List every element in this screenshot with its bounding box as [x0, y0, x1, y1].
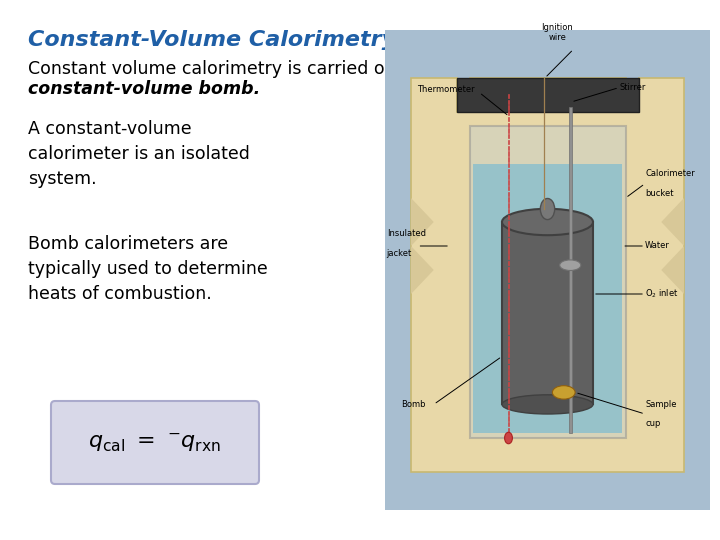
- Text: Thermometer: Thermometer: [418, 85, 475, 94]
- Text: Water: Water: [645, 241, 670, 251]
- Text: Insulated: Insulated: [387, 230, 426, 239]
- Text: A constant-volume
calorimeter is an isolated
system.: A constant-volume calorimeter is an isol…: [28, 120, 250, 188]
- Bar: [502, 222, 593, 404]
- Polygon shape: [469, 126, 626, 438]
- Polygon shape: [411, 78, 684, 471]
- Ellipse shape: [559, 260, 581, 271]
- Polygon shape: [661, 198, 684, 471]
- Text: Bomb calorimeters are
typically used to determine
heats of combustion.: Bomb calorimeters are typically used to …: [28, 235, 268, 303]
- Text: cup: cup: [645, 419, 660, 428]
- Ellipse shape: [502, 395, 593, 414]
- Text: jacket: jacket: [387, 249, 412, 258]
- Polygon shape: [473, 164, 622, 433]
- Polygon shape: [411, 198, 433, 471]
- Text: O$_2$ inlet: O$_2$ inlet: [645, 288, 678, 300]
- Text: Calorimeter: Calorimeter: [645, 170, 695, 179]
- Circle shape: [540, 199, 554, 220]
- FancyBboxPatch shape: [51, 401, 259, 484]
- Polygon shape: [385, 30, 710, 510]
- Ellipse shape: [552, 386, 575, 399]
- Ellipse shape: [502, 209, 593, 235]
- Text: Stirrer: Stirrer: [619, 83, 645, 92]
- Text: Sample: Sample: [645, 400, 677, 409]
- Text: $\mathit{q}_\mathrm{cal}\ =\ ^{-}\mathit{q}_\mathrm{rxn}$: $\mathit{q}_\mathrm{cal}\ =\ ^{-}\mathit…: [89, 431, 222, 454]
- Text: Bomb: Bomb: [401, 400, 426, 409]
- Text: Constant volume calorimetry is carried out in a device known as a: Constant volume calorimetry is carried o…: [28, 60, 607, 78]
- Text: Constant-Volume Calorimetry: Constant-Volume Calorimetry: [28, 30, 396, 50]
- Polygon shape: [456, 78, 639, 112]
- Text: Ignition
wire: Ignition wire: [541, 23, 573, 42]
- Circle shape: [505, 432, 513, 444]
- Text: bucket: bucket: [645, 188, 673, 198]
- Bar: [569, 107, 572, 433]
- Text: constant-volume bomb.: constant-volume bomb.: [28, 80, 260, 98]
